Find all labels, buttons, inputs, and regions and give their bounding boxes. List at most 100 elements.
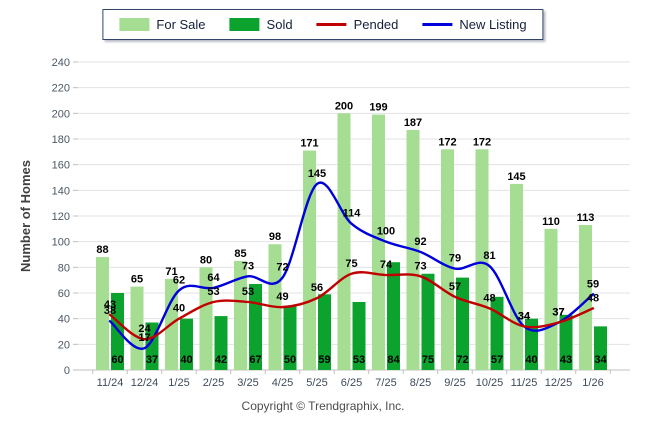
legend-label-new-listing: New Listing [459, 17, 527, 32]
bar-for-sale [441, 149, 454, 370]
y-tick-label: 180 [52, 134, 70, 146]
pended-value-label: 74 [380, 259, 393, 271]
new-listing-value-label: 81 [483, 250, 495, 262]
x-tick-label: 8/25 [410, 377, 431, 389]
x-tick-label: 1/26 [582, 377, 603, 389]
pended-value-label: 57 [449, 281, 461, 293]
for-sale-value-label: 172 [438, 136, 456, 148]
bar-for-sale [199, 267, 213, 370]
x-tick-label: 12/24 [131, 377, 159, 389]
for-sale-value-label: 110 [542, 216, 560, 228]
x-tick-label: 7/25 [375, 377, 396, 389]
sold-value-label: 84 [387, 354, 400, 366]
new-listing-value-label: 73 [242, 260, 254, 272]
new-listing-value-label: 100 [377, 226, 395, 238]
pended-value-label: 53 [242, 286, 254, 298]
for-sale-value-label: 80 [200, 254, 212, 266]
for-sale-value-label: 88 [96, 244, 108, 256]
for-sale-value-label: 145 [507, 171, 525, 183]
sold-value-label: 72 [456, 354, 468, 366]
bar-sold [559, 314, 573, 370]
pended-value-label: 34 [518, 310, 531, 322]
bar-for-sale [303, 150, 316, 370]
sold-value-label: 59 [318, 354, 330, 366]
y-tick-label: 0 [64, 365, 70, 377]
y-tick-label: 220 [52, 83, 70, 95]
sold-value-label: 75 [422, 354, 434, 366]
bar-sold [594, 326, 607, 370]
for-sale-value-label: 113 [577, 212, 595, 224]
sold-value-label: 43 [560, 354, 572, 366]
y-tick-label: 160 [52, 160, 70, 172]
bar-sold [387, 262, 400, 370]
x-tick-label: 6/25 [341, 377, 362, 389]
for-sale-value-label: 65 [131, 274, 143, 286]
pended-value-label: 56 [311, 282, 323, 294]
pended-value-label: 75 [345, 258, 357, 270]
for-sale-value-label: 172 [473, 136, 491, 148]
bar-sold [111, 293, 124, 370]
sold-value-label: 34 [594, 354, 607, 366]
new-listing-value-label: 114 [343, 208, 362, 220]
for-sale-value-label: 187 [404, 117, 422, 129]
bar-sold [214, 316, 228, 370]
y-tick-label: 200 [52, 108, 70, 120]
sold-value-label: 60 [111, 354, 123, 366]
bar-sold [318, 294, 331, 370]
sold-value-label: 42 [215, 354, 227, 366]
y-tick-label: 80 [58, 262, 70, 274]
for-sale-value-label: 200 [335, 100, 353, 112]
pended-value-label: 48 [587, 292, 599, 304]
bar-for-sale [96, 257, 109, 370]
x-tick-label: 12/25 [545, 377, 573, 389]
new-listing-value-label: 17 [138, 332, 150, 344]
legend-item-new-listing: New Listing [422, 17, 527, 32]
x-tick-label: 11/24 [97, 377, 124, 389]
sold-value-label: 53 [353, 354, 365, 366]
y-tick-label: 240 [52, 57, 70, 69]
new-listing-value-label: 79 [449, 253, 461, 265]
for-sale-value-label: 85 [234, 248, 246, 260]
new-listing-value-label: 92 [414, 236, 426, 248]
pended-value-label: 48 [483, 292, 495, 304]
for-sale-value-label: 71 [165, 266, 177, 278]
bar-sold [249, 284, 262, 370]
pended-value-label: 43 [104, 299, 116, 311]
line-new-listing [108, 181, 595, 350]
x-tick-label: 5/25 [306, 377, 327, 389]
legend: For Sale Sold Pended New Listing [102, 9, 544, 40]
sold-value-label: 40 [525, 354, 537, 366]
x-tick-label: 4/25 [272, 377, 293, 389]
new-listing-line-swatch-icon [422, 23, 453, 26]
bar-for-sale [372, 114, 385, 370]
new-listing-value-label: 59 [587, 278, 599, 290]
x-tick-label: 3/25 [237, 377, 258, 389]
x-tick-label: 9/25 [444, 377, 465, 389]
bar-sold [421, 273, 435, 370]
sold-swatch-icon [229, 18, 260, 31]
sold-value-label: 40 [180, 354, 192, 366]
pended-line-swatch-icon [316, 23, 347, 26]
for-sale-swatch-icon [119, 18, 150, 31]
legend-item-for-sale: For Sale [119, 17, 206, 32]
pended-value-label: 53 [207, 286, 219, 298]
bar-for-sale [475, 149, 489, 370]
for-sale-value-label: 199 [369, 102, 387, 114]
bar-sold [180, 318, 193, 370]
sold-value-label: 50 [284, 354, 296, 366]
x-tick-label: 2/25 [203, 377, 224, 389]
pended-value-label: 40 [173, 303, 185, 315]
y-tick-label: 100 [52, 237, 70, 249]
sold-value-label: 57 [491, 354, 503, 366]
x-tick-label: 11/25 [511, 377, 538, 389]
new-listing-value-label: 72 [276, 262, 288, 274]
bar-for-sale [510, 183, 523, 370]
bar-sold [283, 305, 297, 370]
new-listing-value-label: 34 [518, 310, 531, 322]
bar-for-sale [337, 113, 351, 370]
legend-label-sold: Sold [266, 17, 293, 32]
bar-sold [352, 301, 366, 370]
y-tick-label: 20 [58, 339, 70, 351]
